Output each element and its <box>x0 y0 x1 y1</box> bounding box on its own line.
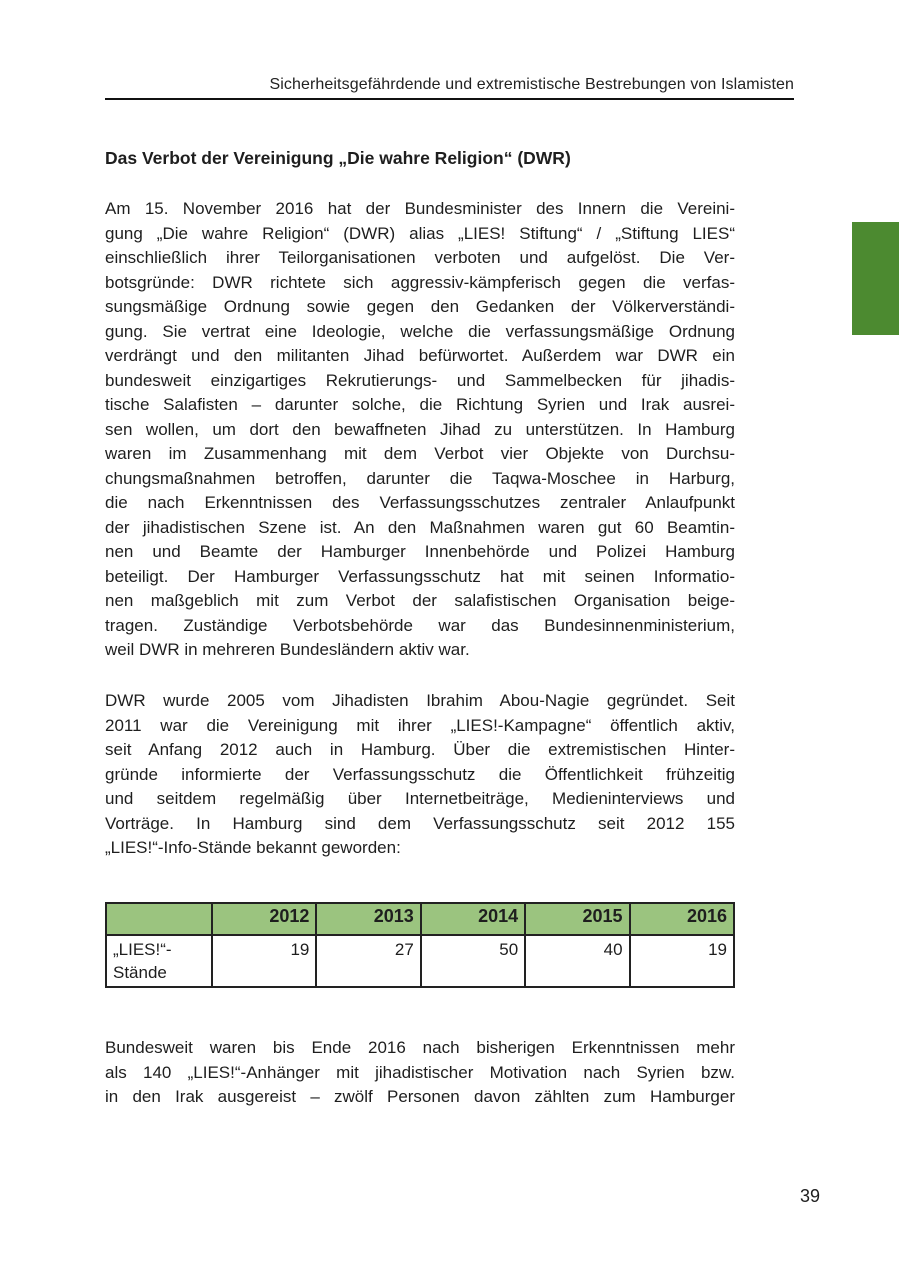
text-line: botsgründe: DWR richtete sich aggressiv-… <box>105 272 735 292</box>
text-line: seit Anfang 2012 auch in Hamburg. Über d… <box>105 740 735 759</box>
text-line: 2011 war die Vereinigung mit ihrer „LIES… <box>105 715 735 735</box>
lies-stands-table: 2012 2013 2014 2015 2016 „LIES!“- Stände … <box>105 902 736 988</box>
text-line: „LIES!“-Info-Stände bekannt geworden: <box>105 838 401 857</box>
table-row: „LIES!“- Stände 19 27 50 40 19 <box>105 934 736 988</box>
text-line: verdrängt und den militanten Jihad befür… <box>105 346 735 365</box>
table-header-year: 2014 <box>419 902 527 936</box>
text-line: und seitdem regelmäßig über Internetbeit… <box>105 789 735 808</box>
text-line: bundesweit einzigartiges Rekrutierungs- … <box>105 370 735 390</box>
text-line: beteiligt. Der Hamburger Verfassungsschu… <box>105 566 735 586</box>
text-line: nen und Beamte der Hamburger Innenbehörd… <box>105 542 735 561</box>
row-label-line: Stände <box>113 963 167 982</box>
text-line: in den Irak ausgereist – zwölf Personen … <box>105 1087 735 1106</box>
paragraph-2: DWR wurde 2005 vom Jihadisten Ibrahim Ab… <box>105 689 735 861</box>
text-line: einschließlich ihrer Teilorganisationen … <box>105 248 735 267</box>
text-line: tragen. Zuständige Verbotsbehörde war da… <box>105 615 735 635</box>
chapter-tab-marker <box>852 222 899 335</box>
text-line: Am 15. November 2016 hat der Bundesminis… <box>105 199 735 218</box>
header-rule <box>105 98 794 100</box>
text-line: weil DWR in mehreren Bundesländern aktiv… <box>105 640 470 659</box>
table-cell: 40 <box>524 934 631 988</box>
text-line: sen wollen, um dort den bewaffneten Jiha… <box>105 419 735 439</box>
paragraph-3: Bundesweit waren bis Ende 2016 nach bish… <box>105 1036 735 1110</box>
row-label-line: „LIES!“- <box>113 940 172 959</box>
table-header-year: 2015 <box>524 902 631 936</box>
text-line: die nach Erkenntnissen des Verfassungssc… <box>105 493 735 512</box>
text-line: waren im Zusammenhang mit dem Verbot vie… <box>105 444 735 463</box>
text-line: tische Salafisten – darunter solche, die… <box>105 395 735 414</box>
table-header-year: 2012 <box>210 902 318 936</box>
table-cell: 19 <box>210 934 318 988</box>
text-line: chungsmaßnahmen betroffen, darunter die … <box>105 468 735 488</box>
text-line: nen maßgeblich mit zum Verbot der salafi… <box>105 591 735 610</box>
text-line: gründe informierte der Verfassungsschutz… <box>105 764 735 784</box>
table-header-blank <box>105 902 213 936</box>
section-heading: Das Verbot der Vereinigung „Die wahre Re… <box>105 148 571 168</box>
table-row-label: „LIES!“- Stände <box>105 934 213 988</box>
text-line: Bundesweit waren bis Ende 2016 nach bish… <box>105 1038 735 1057</box>
text-line: gung. Sie vertrat eine Ideologie, welche… <box>105 321 735 341</box>
table-cell: 27 <box>315 934 422 988</box>
page-number: 39 <box>800 1186 821 1206</box>
table-header-year: 2016 <box>628 902 736 936</box>
text-line: als 140 „LIES!“-Anhänger mit jihadistisc… <box>105 1062 735 1082</box>
paragraph-1: Am 15. November 2016 hat der Bundesminis… <box>105 197 735 663</box>
table-header-year: 2013 <box>315 902 422 936</box>
text-line: gung „Die wahre Religion“ (DWR) alias „L… <box>105 223 735 243</box>
text-line: Vorträge. In Hamburg sind dem Verfassung… <box>105 813 735 833</box>
text-line: DWR wurde 2005 vom Jihadisten Ibrahim Ab… <box>105 691 735 710</box>
text-line: der jihadistischen Szene ist. An den Maß… <box>105 517 735 537</box>
table-header-row: 2012 2013 2014 2015 2016 <box>105 902 736 936</box>
table-cell: 50 <box>419 934 527 988</box>
running-header: Sicherheitsgefährdende und extremistisch… <box>269 76 794 93</box>
table-cell: 19 <box>628 934 736 988</box>
text-line: sungsmäßige Ordnung sowie gegen den Geda… <box>105 297 735 316</box>
